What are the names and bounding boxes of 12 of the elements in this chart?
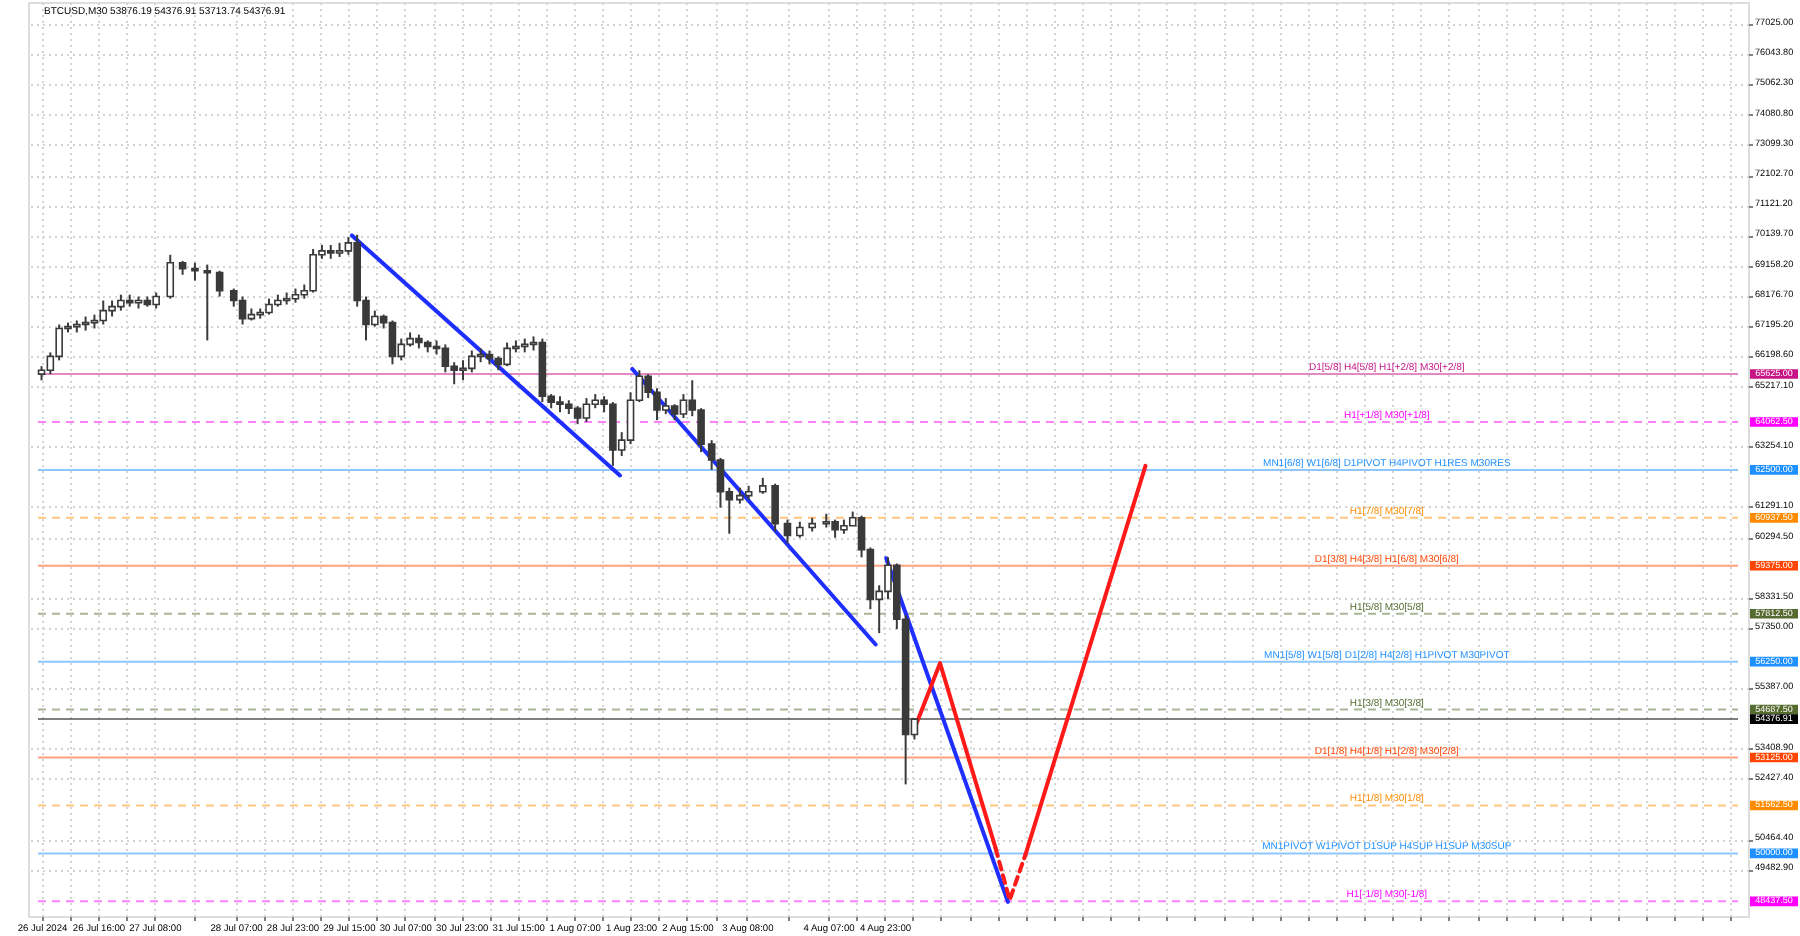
candlestick xyxy=(582,397,591,424)
candlestick xyxy=(441,343,450,374)
candlestick xyxy=(215,269,224,298)
candlestick xyxy=(99,299,108,326)
candlestick xyxy=(573,405,582,426)
candlestick xyxy=(166,253,175,300)
candlestick xyxy=(238,295,247,326)
candlestick xyxy=(771,482,779,533)
candlestick xyxy=(203,263,212,342)
candlestick xyxy=(679,393,688,420)
candlestick xyxy=(388,319,397,366)
candlestick xyxy=(783,518,792,545)
